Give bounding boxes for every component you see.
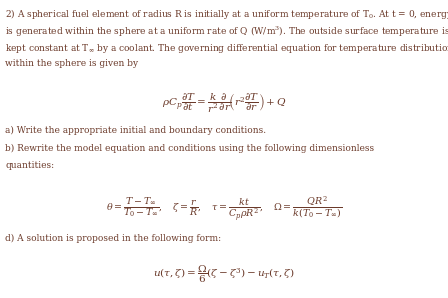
Text: kept constant at T$_\infty$ by a coolant. The governing differential equation fo: kept constant at T$_\infty$ by a coolant…: [5, 42, 448, 55]
Text: 2) A spherical fuel element of radius R is initially at a uniform temperature of: 2) A spherical fuel element of radius R …: [5, 7, 448, 21]
Text: $\rho C_p \dfrac{\partial T}{\partial t} = \dfrac{k}{r^2}\dfrac{\partial}{\parti: $\rho C_p \dfrac{\partial T}{\partial t}…: [162, 92, 286, 116]
Text: quantities:: quantities:: [5, 161, 55, 170]
Text: $u(\tau,\zeta) = \dfrac{\Omega}{6}(\zeta - \zeta^3) - u_T(\tau,\zeta)$: $u(\tau,\zeta) = \dfrac{\Omega}{6}(\zeta…: [153, 264, 295, 285]
Text: b) Rewrite the model equation and conditions using the following dimensionless: b) Rewrite the model equation and condit…: [5, 144, 375, 153]
Text: within the sphere is given by: within the sphere is given by: [5, 59, 138, 68]
Text: a) Write the appropriate initial and boundary conditions.: a) Write the appropriate initial and bou…: [5, 126, 267, 136]
Text: $\theta = \dfrac{T-T_\infty}{T_0-T_\infty},\quad \zeta = \dfrac{r}{R},\quad \tau: $\theta = \dfrac{T-T_\infty}{T_0-T_\inft…: [106, 195, 342, 224]
Text: d) A solution is proposed in the following form:: d) A solution is proposed in the followi…: [5, 234, 221, 243]
Text: is generated within the sphere at a uniform rate of Q (W/m$^3$). The outside sur: is generated within the sphere at a unif…: [5, 25, 448, 39]
